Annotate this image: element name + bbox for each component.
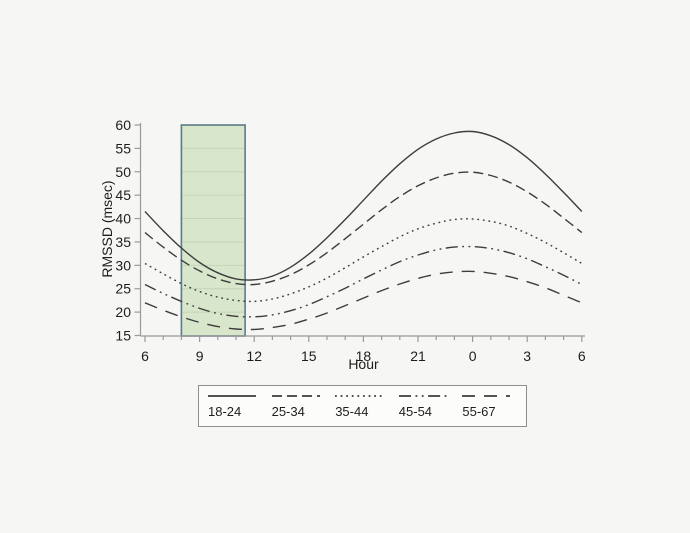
legend-label: 25-34 — [271, 403, 305, 419]
legend-item: 25-34 — [271, 394, 336, 419]
axes: 15 20 25 30 35 40 45 50 55 60 6 9 12 15 18 21 0 3 6 — [115, 117, 585, 364]
y-tick-label: 60 — [115, 117, 131, 133]
x-tick-label: 18 — [356, 348, 372, 364]
legend-swatch-line — [335, 394, 384, 397]
legend-item: 55-67 — [462, 394, 526, 419]
legend-label: 35-44 — [335, 403, 369, 419]
series-line-55-67 — [144, 270, 583, 331]
x-tick-label: 12 — [246, 348, 262, 364]
series-line-18-24 — [144, 130, 583, 281]
legend-item: 45-54 — [398, 394, 463, 419]
y-tick-label: 30 — [115, 257, 131, 273]
legend-swatch-line — [271, 394, 320, 397]
legend-label: 18-24 — [208, 403, 242, 419]
series-line-35-44 — [144, 218, 583, 303]
x-tick-label: 6 — [578, 348, 586, 364]
y-axis-title: RMSSD (msec) — [99, 180, 115, 278]
legend-swatch-line — [462, 394, 511, 397]
series-line-45-54 — [144, 245, 583, 318]
legend-item: 35-44 — [335, 394, 399, 419]
y-tick-label: 25 — [115, 281, 131, 297]
y-tick-label: 45 — [115, 187, 131, 203]
x-axis-title: Hour — [348, 356, 379, 372]
legend-item: 18-24 — [208, 394, 272, 419]
y-tick-label: 15 — [115, 328, 131, 344]
x-tick-label: 21 — [410, 348, 426, 364]
legend-swatch-line — [398, 394, 447, 397]
legend-label: 55-67 — [462, 403, 496, 419]
x-tick-label: 9 — [196, 348, 204, 364]
series-line-25-34 — [144, 171, 583, 286]
line-chart-plot: 15 20 25 30 35 40 45 50 55 60 6 9 12 15 18 21 0 3 6 — [115, 117, 585, 364]
x-tick-label: 0 — [469, 348, 477, 364]
y-tick-label: 40 — [115, 211, 131, 227]
highlight-band — [180, 124, 246, 337]
y-tick-label: 35 — [115, 234, 131, 250]
legend: 18-24 25-34 35-44 45-54 55-67 — [198, 385, 527, 427]
legend-label: 45-54 — [398, 403, 433, 419]
legend-swatch-line — [208, 394, 256, 397]
y-tick-label: 20 — [115, 304, 131, 320]
y-tick-label: 50 — [115, 164, 131, 180]
x-tick-label: 15 — [301, 348, 317, 364]
x-tick-label: 3 — [523, 348, 531, 364]
x-tick-label: 6 — [141, 348, 149, 364]
y-tick-label: 55 — [115, 140, 131, 156]
